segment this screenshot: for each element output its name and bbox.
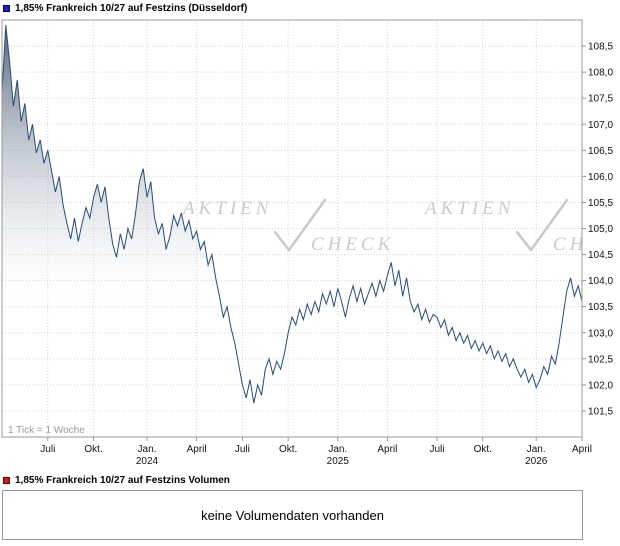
watermark-check-icon	[273, 198, 327, 252]
y-axis-label: 105,5	[588, 198, 613, 209]
x-axis-label: Juli	[40, 444, 55, 455]
watermark-word-aktien: AKTIEN	[423, 198, 514, 219]
volume-empty-box: keine Volumendaten vorhanden	[2, 490, 583, 540]
y-axis-label: 108,5	[588, 42, 613, 53]
x-axis-label: Jan.	[138, 444, 157, 455]
y-axis-label: 104,0	[588, 276, 613, 287]
y-axis-label: 104,5	[588, 250, 613, 261]
x-axis-year-label: 2026	[525, 456, 548, 467]
y-axis-label: 107,0	[588, 120, 613, 131]
y-axis-label: 108,0	[588, 68, 613, 79]
x-axis-label: April	[377, 444, 397, 455]
x-axis-year-label: 2025	[327, 456, 350, 467]
y-axis-label: 107,5	[588, 94, 613, 105]
y-axis-label: 103,0	[588, 328, 613, 339]
tick-note: 1 Tick = 1 Woche	[8, 425, 85, 436]
x-axis-label: April	[187, 444, 207, 455]
volume-legend: 1,85% Frankreich 10/27 auf Festzins Volu…	[3, 475, 230, 486]
x-axis-label: Okt.	[84, 444, 102, 455]
price-line	[2, 25, 582, 404]
watermark-check-icon	[515, 198, 569, 252]
watermark-word-check: CHECK	[311, 234, 394, 255]
price-legend-marker	[3, 5, 10, 12]
x-axis-label: Jan.	[527, 444, 546, 455]
y-axis-label: 105,0	[588, 224, 613, 235]
price-legend-label: 1,85% Frankreich 10/27 auf Festzins (Düs…	[15, 3, 248, 14]
x-axis-label: Jan.	[328, 444, 347, 455]
x-axis-label: Juli	[235, 444, 250, 455]
x-axis-year-label: 2024	[136, 456, 159, 467]
price-legend: 1,85% Frankreich 10/27 auf Festzins (Düs…	[3, 3, 247, 14]
y-axis-label: 106,0	[588, 172, 613, 183]
price-area	[2, 25, 582, 437]
y-axis-label: 106,5	[588, 146, 613, 157]
x-axis-label: April	[572, 444, 592, 455]
y-axis-label: 103,5	[588, 302, 613, 313]
x-axis-label: Okt.	[474, 444, 492, 455]
x-axis-label: Juli	[429, 444, 444, 455]
volume-empty-message: keine Volumendaten vorhanden	[201, 507, 384, 523]
y-axis-label: 101,5	[588, 406, 613, 417]
watermark: AKTIEN CHECK AKTIEN CHECK	[181, 198, 620, 255]
watermark-word-check: CHECK	[553, 234, 620, 255]
volume-legend-marker	[3, 477, 10, 484]
price-chart: AKTIEN CHECK AKTIEN CHECK 108,5 108,0 107,5 107…	[1, 19, 620, 467]
y-axis-label: 102,5	[588, 354, 613, 365]
volume-legend-label: 1,85% Frankreich 10/27 auf Festzins Volu…	[15, 475, 230, 486]
y-axis-label: 102,0	[588, 380, 613, 391]
x-axis-label: Okt.	[279, 444, 297, 455]
watermark-word-aktien: AKTIEN	[181, 198, 272, 219]
